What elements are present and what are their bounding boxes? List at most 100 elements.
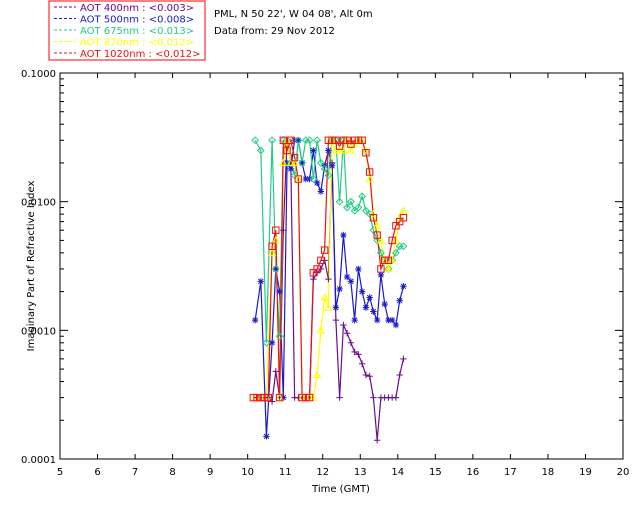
legend-entry: AOT 675nm : <0.013>: [80, 26, 194, 37]
data-point: [335, 197, 344, 206]
data-point: [279, 136, 288, 144]
data-point: [340, 231, 347, 239]
data-point: [365, 174, 374, 183]
data-point: [309, 175, 318, 183]
y-tick-label: 0.0100: [21, 198, 56, 209]
data-point: [358, 192, 367, 201]
data-point: [320, 164, 329, 173]
data-point: [377, 271, 385, 279]
data-point: [385, 316, 392, 324]
data-point: [251, 316, 259, 324]
data-point: [302, 175, 310, 183]
data-point: [396, 297, 403, 304]
data-point: [290, 158, 299, 166]
y-tick-label: 0.1000: [21, 69, 56, 80]
plot-frame: [59, 72, 624, 460]
data-point: [268, 398, 276, 405]
data-point: [347, 339, 355, 347]
data-point: [362, 371, 370, 379]
data-point: [332, 136, 340, 144]
data-point: [399, 242, 408, 251]
x-axis: 5 6 7 8 9 10 11 12 13 14 15 16 17 18 19 20: [57, 73, 629, 478]
data-point: [313, 265, 321, 273]
x-tick-label: 7: [132, 467, 138, 478]
data-point: [276, 288, 283, 295]
data-point: [305, 393, 314, 402]
data-point: [313, 136, 322, 145]
data-point: [369, 214, 378, 222]
data-point: [275, 393, 284, 401]
data-point: [361, 206, 370, 215]
data-point: [309, 393, 318, 401]
data-point: [283, 136, 292, 144]
data-point: [355, 351, 362, 358]
data-point: [373, 316, 381, 324]
data-point: [325, 147, 332, 154]
data-point: [351, 348, 358, 356]
data-point: [294, 136, 303, 145]
data-point: [377, 248, 385, 257]
x-tick-label: 18: [542, 467, 555, 478]
data-point: [272, 368, 280, 375]
data-point: [354, 203, 363, 212]
data-point: [384, 256, 393, 265]
data-point: [381, 300, 388, 308]
data-point: [298, 159, 306, 167]
data-point: [339, 146, 348, 154]
data-point: [279, 158, 288, 166]
data-point: [271, 265, 280, 273]
data-point: [336, 394, 343, 401]
x-tick-label: 15: [429, 467, 442, 478]
data-point: [351, 316, 358, 324]
data-point: [392, 394, 400, 401]
x-tick-label: 6: [94, 467, 100, 478]
data-point: [358, 288, 366, 295]
y-axis-label: Imaginary Part of Refractive Index: [26, 181, 37, 352]
data-point: [354, 136, 363, 144]
data-point: [392, 321, 400, 329]
data-point: [324, 303, 333, 311]
data-point: [271, 236, 280, 244]
x-tick-label: 12: [316, 467, 329, 478]
data-point: [310, 147, 317, 154]
data-point: [328, 162, 336, 169]
data-point: [369, 226, 378, 235]
data-point: [320, 293, 329, 301]
data-point: [256, 146, 265, 155]
data-point: [395, 213, 404, 221]
data-point: [400, 283, 407, 290]
data-point: [302, 393, 310, 402]
data-point: [290, 171, 299, 180]
y-axis: 0.0001 0.0010 0.0100 0.1000: [21, 69, 623, 466]
x-tick-label: 11: [279, 467, 292, 478]
legend-entry: AOT 500nm : <0.008>: [80, 15, 194, 26]
data-point: [249, 393, 257, 402]
data-point: [336, 285, 343, 293]
data-point: [332, 316, 340, 324]
data-point: [268, 339, 276, 347]
data-point: [343, 136, 351, 144]
x-axis-label: Time (GMT): [311, 484, 370, 495]
data-point: [324, 171, 333, 180]
data-point: [272, 265, 280, 273]
x-tick-label: 16: [466, 467, 479, 478]
data-point: [373, 436, 381, 444]
data-point: [287, 165, 295, 173]
data-point: [396, 371, 403, 379]
legend-entry: AOT 870nm : <0.012>: [80, 38, 194, 49]
data-point: [399, 214, 408, 222]
data-point: [369, 209, 378, 218]
data-point: [275, 393, 284, 402]
y-tick-label: 0.0001: [21, 455, 56, 466]
series-markers: [249, 136, 408, 444]
data-point: [347, 278, 355, 285]
data-point: [298, 393, 306, 402]
data-point: [275, 332, 284, 341]
data-point: [362, 149, 370, 157]
data-point: [370, 394, 377, 401]
x-tick-label: 17: [504, 467, 517, 478]
data-point: [380, 256, 389, 265]
data-point: [328, 136, 337, 144]
data-point: [295, 137, 302, 144]
